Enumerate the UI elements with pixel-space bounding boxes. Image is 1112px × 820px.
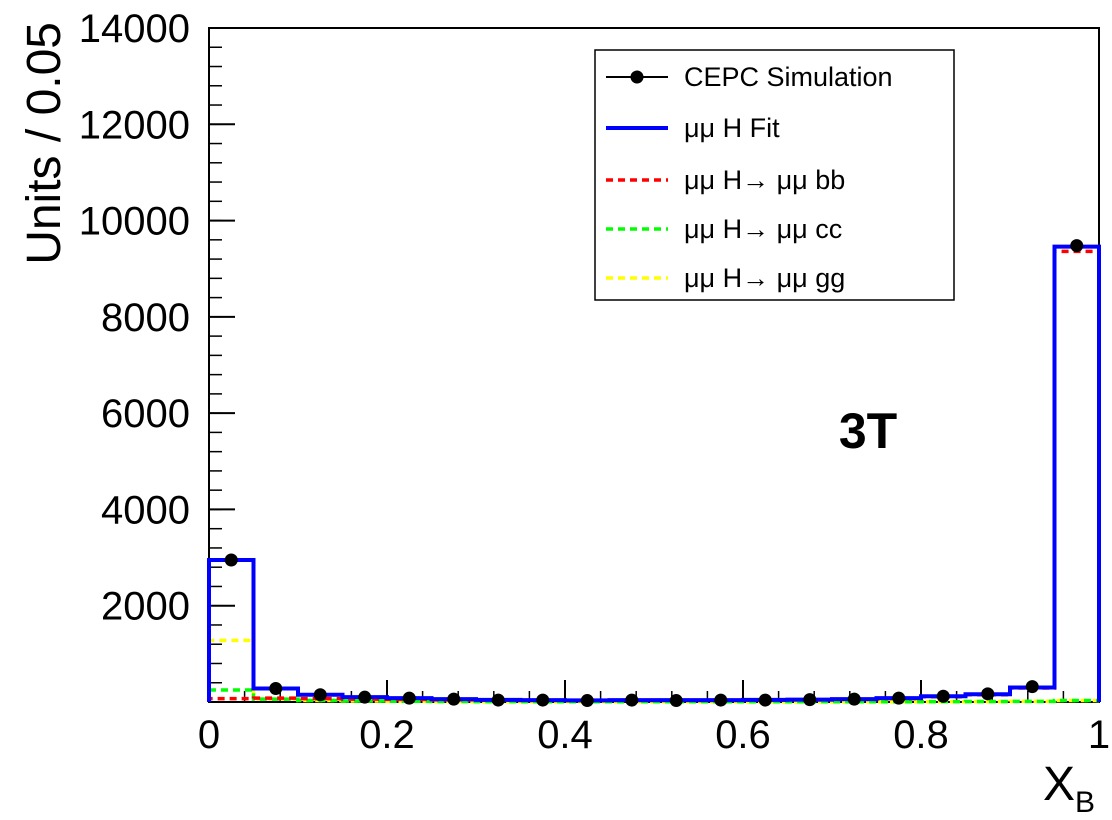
x-axis-title-main: X: [1043, 758, 1075, 811]
legend-entry: μμ H→ μμ gg: [606, 263, 845, 293]
data-point: [1070, 239, 1084, 253]
data-point: [402, 691, 416, 705]
x-tick-labels: 0 0.2 0.4 0.6 0.8 1: [198, 713, 1110, 757]
data-point: [313, 688, 327, 702]
data-point: [803, 693, 817, 707]
y-tick-label: 12000: [79, 103, 190, 147]
y-tick-label: 14000: [79, 7, 190, 51]
data-point: [447, 692, 461, 706]
legend-box: [594, 49, 955, 301]
data-points: [224, 239, 1084, 708]
legend-label: μμ H→ μμ bb: [684, 165, 845, 195]
major-ticks: [208, 27, 1100, 702]
data-point: [224, 553, 238, 567]
legend-label: CEPC Simulation: [684, 62, 893, 92]
data-point: [1025, 680, 1039, 694]
data-point: [714, 693, 728, 707]
x-tick-label: 0: [198, 713, 220, 757]
data-point: [847, 692, 861, 706]
legend: CEPC Simulation μμ H Fit μμ H→ μμ bb μμ H→ …: [594, 49, 955, 301]
y-tick-label: 2000: [101, 585, 190, 629]
data-point: [269, 682, 283, 696]
data-point: [580, 694, 594, 708]
data-point: [536, 693, 550, 707]
x-tick-label: 0.6: [715, 713, 771, 757]
x-tick-label: 0.4: [537, 713, 593, 757]
legend-label: μμ H→ μμ cc: [684, 214, 842, 244]
data-point: [625, 693, 639, 707]
x-tick-label: 0.2: [359, 713, 415, 757]
x-axis-title-subscript: B: [1075, 786, 1095, 819]
data-point: [491, 693, 505, 707]
y-tick-label: 10000: [79, 200, 190, 244]
data-point: [892, 691, 906, 705]
legend-entry: μμ H→ μμ cc: [606, 214, 842, 244]
legend-label: μμ H→ μμ gg: [684, 263, 845, 293]
legend-entry: CEPC Simulation: [606, 62, 893, 92]
data-point: [358, 690, 372, 704]
y-tick-label: 8000: [101, 296, 190, 340]
y-tick-labels: 2000 4000 6000 8000 10000 12000 14000: [79, 7, 190, 629]
x-tick-label: 1: [1088, 713, 1110, 757]
annotation-3t: 3T: [839, 403, 897, 459]
legend-entries: CEPC Simulation μμ H Fit μμ H→ μμ bb μμ H→ …: [606, 62, 893, 293]
legend-entry: μμ H→ μμ bb: [606, 165, 845, 195]
data-point: [981, 687, 995, 701]
legend-entry: μμ H Fit: [606, 113, 780, 143]
y-tick-label: 6000: [101, 392, 190, 436]
legend-swatch-marker: [630, 70, 644, 84]
y-axis-title: Units / 0.05: [18, 22, 71, 265]
data-point: [758, 693, 772, 707]
x-axis-title: XB: [1043, 758, 1095, 819]
data-point: [936, 689, 950, 703]
legend-label: μμ H Fit: [684, 113, 780, 143]
x-tick-label: 0.8: [893, 713, 949, 757]
data-point: [669, 694, 683, 708]
y-tick-label: 4000: [101, 488, 190, 532]
